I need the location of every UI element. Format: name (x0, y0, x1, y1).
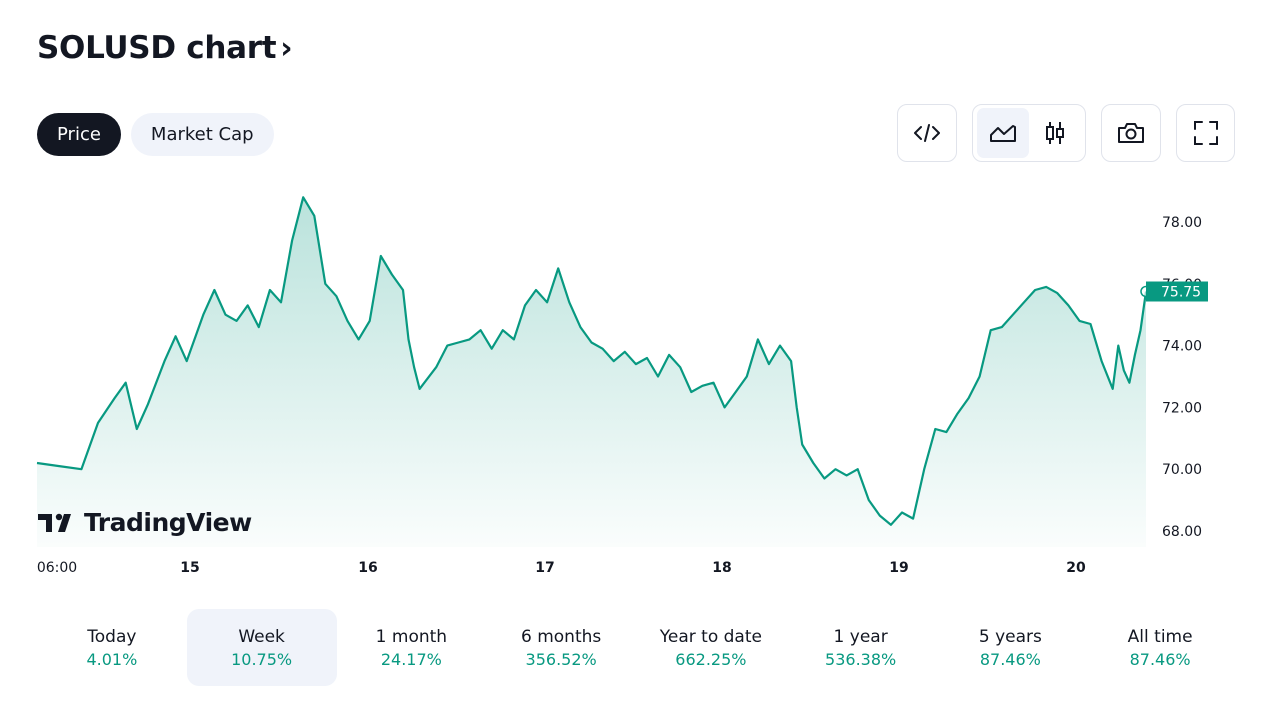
area-chart-button[interactable] (977, 108, 1029, 158)
price-line (36, 196, 1148, 526)
y-tick-label: 68.00 (1162, 524, 1202, 540)
tradingview-logo-icon (38, 513, 71, 532)
tab-market-cap[interactable]: Market Cap (130, 113, 274, 156)
chart-title-link[interactable]: SOLUSD chart › (37, 30, 293, 66)
period-label: Year to date (659, 626, 762, 647)
last-price-label: 75.75 (1161, 285, 1201, 301)
embed-button[interactable] (897, 104, 957, 162)
candlestick-button[interactable] (1029, 108, 1081, 158)
y-tick-label: 74.00 (1162, 339, 1202, 355)
x-tick-label: 15 (180, 560, 199, 576)
period-all-time[interactable]: All time 87.46% (1085, 609, 1235, 686)
period-year-to-date[interactable]: Year to date 662.25% (636, 609, 786, 686)
x-tick-label: 20 (1066, 560, 1086, 576)
watermark-text: TradingView (84, 508, 252, 537)
candlestick-icon (1046, 122, 1064, 144)
period-change: 662.25% (675, 649, 747, 669)
period-label: 1 year (833, 626, 888, 647)
performance-periods: Today 4.01% Week 10.75% 1 month 24.17% 6… (37, 609, 1235, 686)
chart-mode-tabs: Price Market Cap (37, 113, 274, 156)
period-change: 10.75% (231, 649, 293, 669)
period-change: 536.38% (825, 649, 897, 669)
period-label: 5 years (978, 626, 1042, 647)
x-tick-label: 19 (889, 560, 908, 576)
x-axis: 06:00 15 16 17 18 19 20 (37, 560, 1086, 576)
fullscreen-button[interactable] (1176, 104, 1235, 162)
y-tick-label: 78.00 (1162, 215, 1202, 231)
page-title: SOLUSD chart (37, 30, 277, 66)
x-tick-label: 06:00 (37, 560, 77, 576)
period-change: 356.52% (525, 649, 597, 669)
period-6-months[interactable]: 6 months 356.52% (486, 609, 636, 686)
camera-icon (1118, 123, 1144, 143)
tab-price[interactable]: Price (37, 113, 121, 156)
tradingview-watermark: TradingView (38, 508, 252, 537)
x-tick-label: 16 (358, 560, 377, 576)
chevron-right-icon: › (280, 30, 293, 66)
last-price-badge: 75.75 (1146, 281, 1208, 302)
area-chart-icon (990, 125, 1016, 142)
period-label: Today (87, 626, 137, 647)
y-tick-label: 70.00 (1162, 462, 1202, 478)
period-label: 1 month (375, 626, 448, 647)
y-tick-label: 72.00 (1162, 400, 1202, 416)
period-change: 24.17% (380, 649, 442, 669)
period-label: 6 months (520, 626, 602, 647)
price-area-fill (37, 197, 1146, 548)
period-change: 4.01% (86, 649, 138, 669)
period-today[interactable]: Today 4.01% (37, 609, 187, 686)
snapshot-button[interactable] (1101, 104, 1161, 162)
period-1-year[interactable]: 1 year 536.38% (786, 609, 936, 686)
fullscreen-icon (1193, 121, 1218, 145)
period-5-years[interactable]: 5 years 87.46% (936, 609, 1086, 686)
chart-style-toggle (972, 104, 1086, 162)
period-label: All time (1127, 626, 1193, 647)
x-tick-label: 18 (712, 560, 731, 576)
period-label: Week (238, 626, 285, 647)
period-change: 87.46% (1129, 649, 1191, 669)
embed-code-icon (914, 124, 940, 142)
period-week[interactable]: Week 10.75% (186, 609, 337, 686)
period-1-month[interactable]: 1 month 24.17% (337, 609, 487, 686)
period-change: 87.46% (979, 649, 1041, 669)
x-tick-label: 17 (535, 560, 554, 576)
